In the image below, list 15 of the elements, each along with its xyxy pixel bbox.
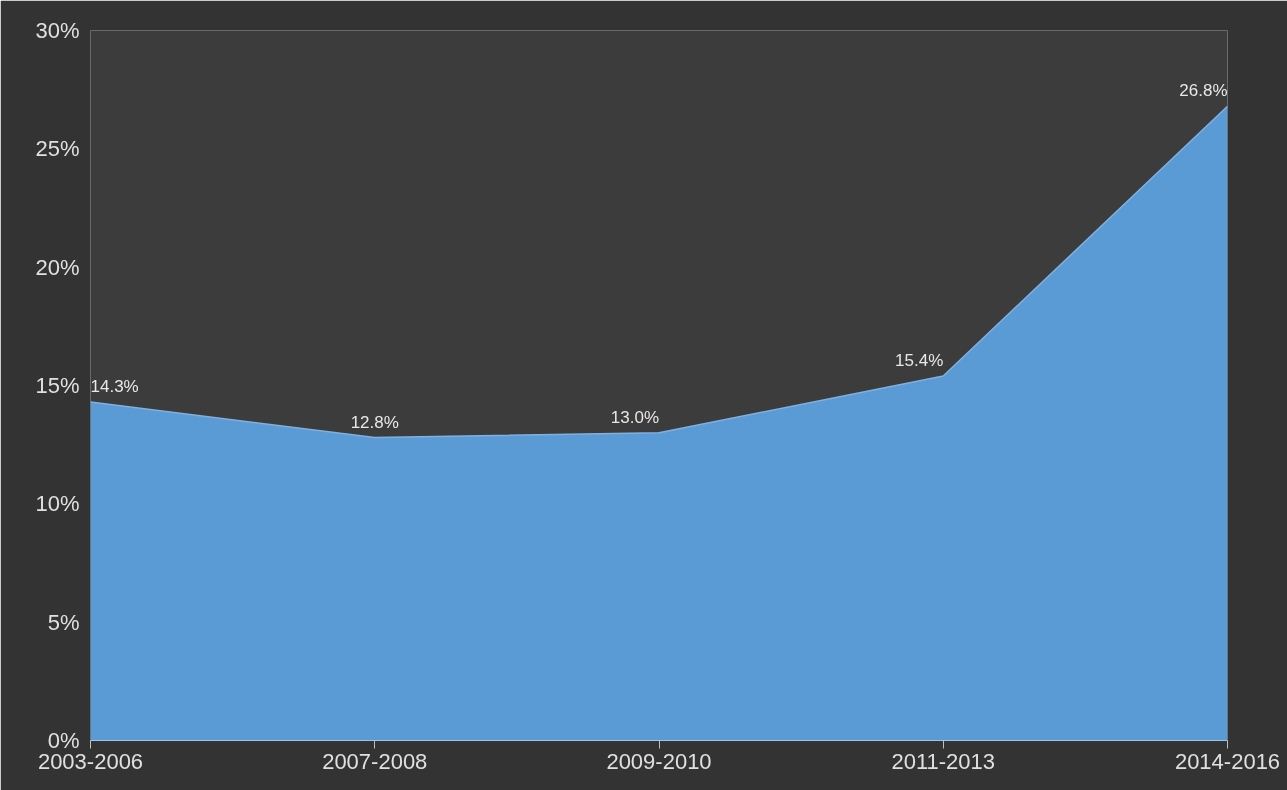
y-tick-label: 10% (35, 491, 80, 517)
data-label: 13.0% (610, 407, 659, 427)
x-tick-label: 2014-2016 (1174, 748, 1281, 774)
data-label: 12.8% (350, 412, 399, 432)
x-tick-label: 2009-2010 (606, 748, 712, 774)
y-tick-label: 20% (35, 254, 80, 280)
x-tick-label: 2011-2013 (891, 748, 996, 774)
y-tick-label: 5% (47, 609, 80, 635)
data-label: 15.4% (895, 351, 944, 371)
x-tick-label: 2007-2008 (322, 748, 428, 774)
y-tick-label: 15% (35, 373, 80, 398)
data-label: 14.3% (90, 377, 139, 397)
data-label: 26.8% (1179, 81, 1228, 101)
y-tick-label: 30% (35, 18, 80, 43)
y-tick-label: 25% (35, 136, 80, 162)
